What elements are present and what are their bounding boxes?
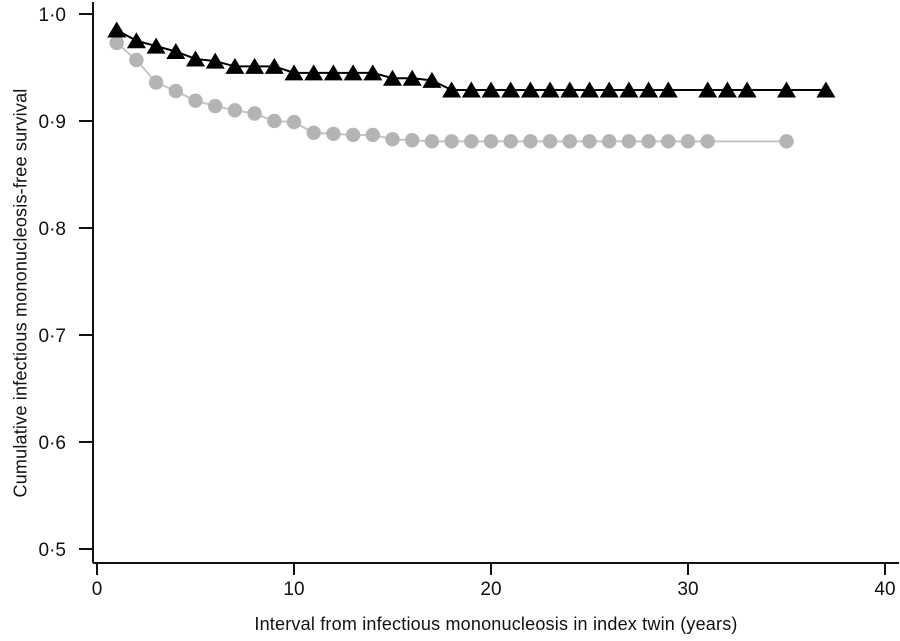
- triangle-marker: [619, 81, 639, 98]
- circle-marker: [621, 134, 637, 149]
- triangle-marker: [442, 81, 462, 98]
- triangle-marker: [560, 81, 580, 98]
- triangle-marker: [599, 81, 619, 98]
- circle-marker: [345, 127, 361, 143]
- circle-marker: [542, 134, 558, 149]
- circle-marker: [661, 134, 676, 149]
- circle-marker: [148, 75, 164, 90]
- circle-marker: [405, 133, 420, 148]
- circle-marker: [365, 127, 380, 143]
- triangle-marker: [402, 69, 422, 86]
- series-black-triangles: [107, 21, 836, 98]
- triangle-marker: [816, 81, 836, 98]
- y-tick-label: 0·6: [39, 433, 66, 454]
- circle-marker: [680, 134, 696, 149]
- triangle-marker: [363, 64, 383, 81]
- triangle-marker: [481, 81, 501, 98]
- series-grey-circles: [109, 35, 794, 149]
- circle-marker: [188, 93, 203, 108]
- triangle-marker: [126, 32, 146, 49]
- triangle-marker: [245, 57, 265, 74]
- circle-marker: [779, 134, 794, 149]
- circle-marker: [424, 134, 440, 149]
- y-tick-label: 0·9: [39, 112, 66, 133]
- circle-marker: [286, 114, 302, 130]
- circle-marker: [168, 83, 183, 99]
- series-line-black-triangles: [116, 29, 826, 91]
- x-tick-label: 0: [92, 579, 103, 600]
- triangle-marker: [343, 64, 363, 81]
- circle-marker: [700, 134, 715, 149]
- triangle-marker: [284, 64, 304, 81]
- y-tick-label: 1·0: [39, 5, 66, 26]
- x-axis-title: Interval from infectious mononucleosis i…: [254, 614, 738, 634]
- circle-marker: [582, 134, 597, 149]
- triangle-marker: [323, 64, 343, 81]
- triangle-marker: [146, 37, 166, 54]
- triangle-marker: [186, 50, 205, 67]
- triangle-marker: [501, 81, 521, 98]
- triangle-marker: [658, 81, 678, 98]
- y-tick-label: 0·5: [39, 540, 66, 561]
- triangle-marker: [777, 81, 796, 98]
- triangle-marker: [698, 81, 718, 98]
- circle-marker: [306, 125, 321, 140]
- circle-marker: [208, 98, 223, 114]
- y-tick-label: 0·8: [39, 219, 66, 240]
- triangle-marker: [580, 81, 599, 98]
- x-tick-label: 40: [874, 579, 895, 600]
- circle-marker: [562, 134, 577, 149]
- triangle-marker: [225, 57, 245, 74]
- circle-marker: [641, 134, 656, 149]
- triangle-marker: [205, 52, 225, 69]
- triangle-marker: [166, 42, 186, 59]
- circle-marker: [503, 134, 518, 149]
- triangle-marker: [737, 81, 757, 98]
- circle-marker: [444, 134, 459, 149]
- circle-marker: [464, 134, 479, 149]
- circle-marker: [247, 106, 262, 121]
- circle-marker: [483, 134, 499, 149]
- y-tick-label: 0·7: [39, 326, 66, 347]
- triangle-marker: [639, 81, 659, 98]
- triangle-marker: [264, 57, 284, 74]
- circle-marker: [267, 113, 282, 129]
- triangle-marker: [422, 71, 442, 88]
- circle-marker: [602, 134, 617, 149]
- circle-marker: [326, 126, 341, 142]
- triangle-marker: [717, 81, 737, 98]
- circle-marker: [109, 35, 124, 51]
- x-tick-label: 20: [480, 579, 501, 600]
- triangle-marker: [461, 81, 481, 98]
- x-tick-label: 10: [283, 579, 304, 600]
- circle-marker: [129, 52, 144, 68]
- axes: [79, 2, 899, 575]
- triangle-marker: [107, 21, 127, 38]
- circle-marker: [227, 103, 243, 118]
- triangle-marker: [383, 69, 402, 86]
- circle-marker: [523, 134, 538, 149]
- x-tick-label: 30: [677, 579, 698, 600]
- triangle-marker: [540, 81, 560, 98]
- triangle-marker: [304, 64, 324, 81]
- y-axis-title: Cumulative infectious mononucleosis-free…: [10, 88, 31, 498]
- circle-marker: [385, 131, 400, 147]
- triangle-marker: [520, 81, 540, 98]
